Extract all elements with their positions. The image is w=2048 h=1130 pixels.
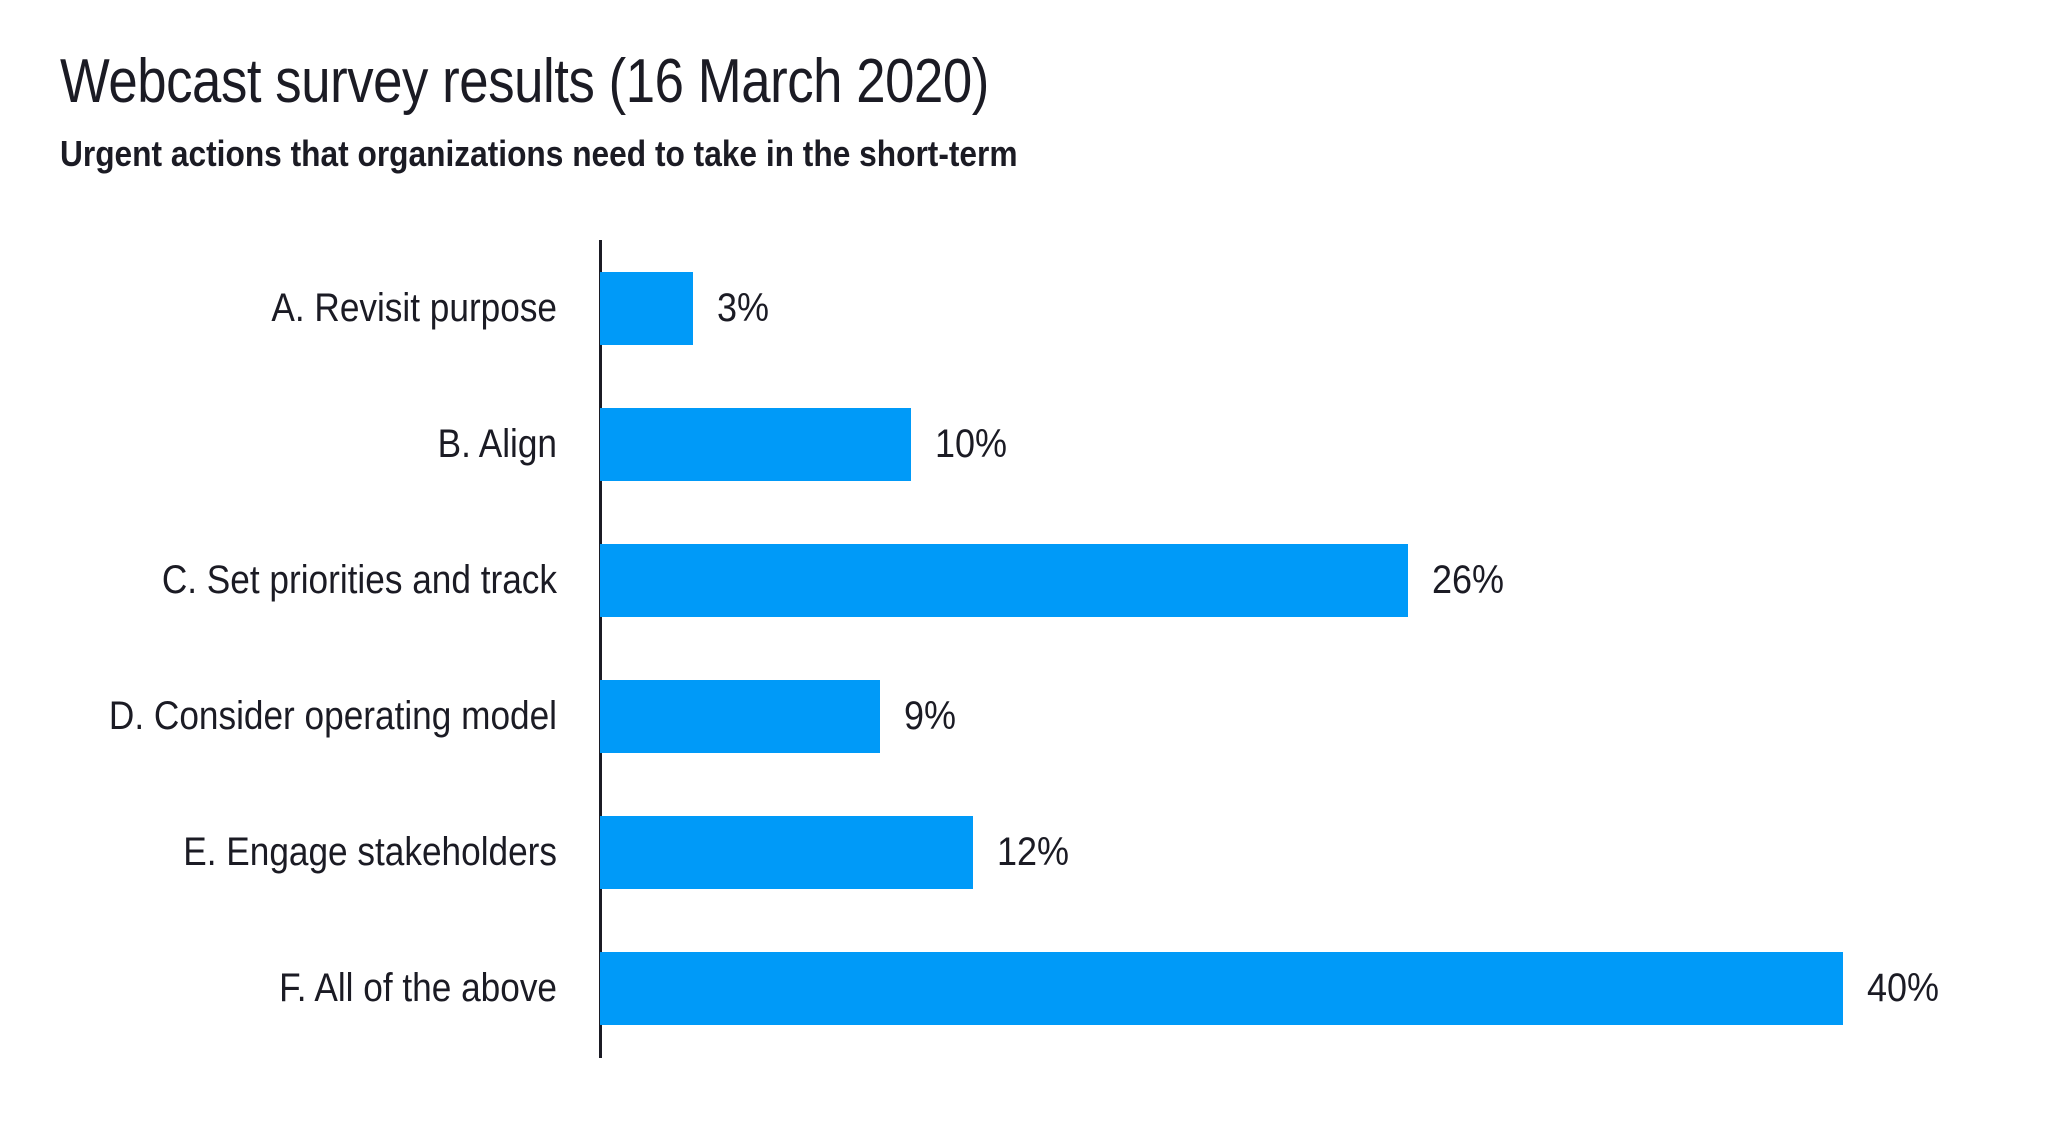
value-label: 26% [1432, 557, 1505, 602]
chart-subtitle: Urgent actions that organizations need t… [60, 133, 1018, 174]
category-label: B. Align [437, 421, 557, 466]
bar [600, 543, 1408, 617]
chart-row: D. Consider operating model 9% [0, 648, 2048, 784]
bar [600, 815, 973, 889]
bar [600, 951, 1843, 1025]
bar-track: 10% [600, 407, 1015, 481]
bar [600, 679, 880, 753]
bar [600, 271, 693, 345]
bar [600, 407, 911, 481]
chart-row: B. Align 10% [0, 376, 2048, 512]
value-label: 12% [997, 829, 1070, 874]
y-axis-line [599, 240, 602, 1058]
category-label: C. Set priorities and track [161, 557, 557, 602]
chart-row: A. Revisit purpose 3% [0, 240, 2048, 376]
bar-track: 3% [600, 271, 775, 345]
value-label: 10% [935, 421, 1008, 466]
bar-track: 12% [600, 815, 1077, 889]
chart-header: Webcast survey results (16 March 2020) U… [60, 46, 1153, 175]
bar-track: 9% [600, 679, 962, 753]
chart-row: C. Set priorities and track 26% [0, 512, 2048, 648]
chart-row: E. Engage stakeholders 12% [0, 784, 2048, 920]
category-label: E. Engage stakeholders [183, 829, 557, 874]
bar-track: 26% [600, 543, 1512, 617]
category-label: D. Consider operating model [108, 693, 557, 738]
bar-track: 40% [600, 951, 1947, 1025]
value-label: 40% [1867, 965, 1940, 1010]
bar-rows: A. Revisit purpose 3% B. Align 10% C. Set pr… [0, 240, 2048, 1056]
value-label: 3% [717, 285, 770, 330]
value-label: 9% [904, 693, 957, 738]
bar-chart-plot-area: A. Revisit purpose 3% B. Align 10% C. Set pr… [0, 240, 2048, 1058]
chart-title: Webcast survey results (16 March 2020) [60, 47, 989, 116]
category-label: F. All of the above [279, 965, 557, 1010]
category-label: A. Revisit purpose [271, 285, 557, 330]
chart-row: F. All of the above 40% [0, 920, 2048, 1056]
